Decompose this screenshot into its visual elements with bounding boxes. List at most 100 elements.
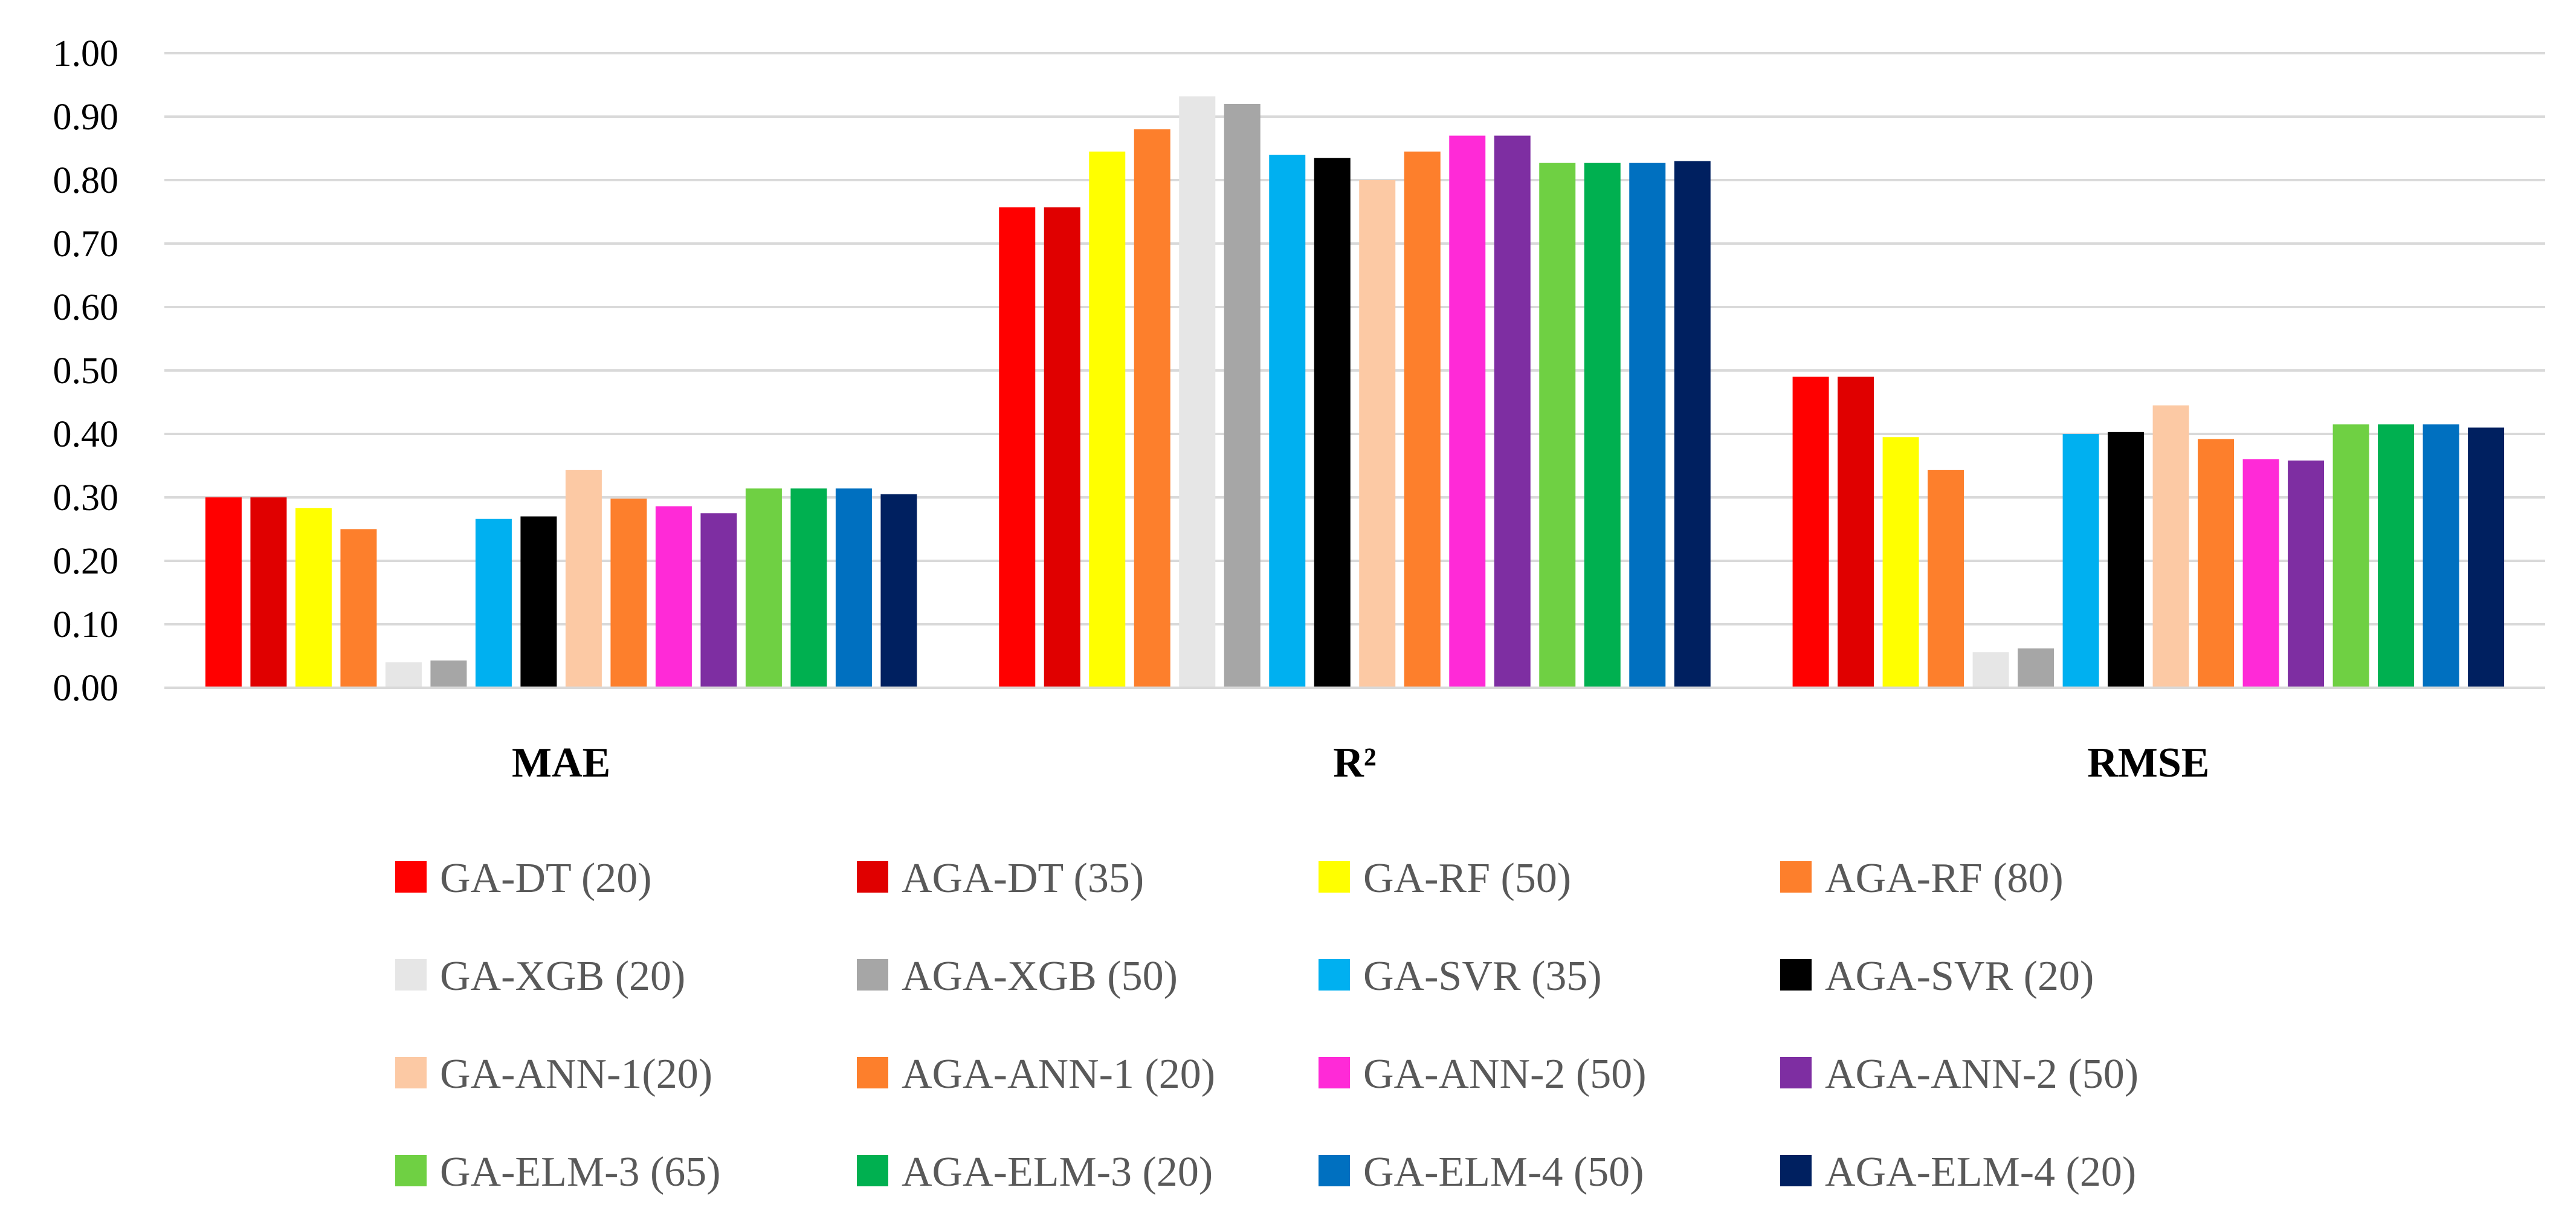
y-tick-label: 0.20 — [53, 541, 119, 582]
legend-item: AGA-DT (35) — [857, 855, 1144, 902]
bar-ga-elm-3-65-mae — [745, 488, 782, 688]
bar-ga-svr-35-mae — [475, 519, 512, 688]
bar-aga-svr-20-rmse — [2108, 431, 2145, 688]
bar-aga-svr-20-r — [1314, 158, 1351, 688]
bar-aga-xgb-50-rmse — [2018, 648, 2055, 688]
legend-swatch — [857, 959, 888, 991]
bar-ga-ann-2-50-rmse — [2242, 459, 2279, 688]
y-tick-label: 0.60 — [53, 287, 119, 328]
y-tick-label: 0.10 — [53, 604, 119, 645]
bar-ga-ann-1-20-r — [1359, 180, 1396, 688]
legend-item: AGA-SVR (20) — [1780, 953, 2094, 1000]
legend-swatch — [1780, 1057, 1812, 1088]
bar-ga-svr-35-r — [1269, 155, 1306, 688]
y-tick-label: 0.30 — [53, 477, 119, 519]
bar-ga-svr-35-rmse — [2062, 434, 2099, 688]
bar-ga-elm-4-50-mae — [835, 488, 872, 688]
bar-aga-rf-80-r — [1134, 129, 1170, 688]
bar-ga-elm-3-65-r — [1539, 163, 1576, 688]
bar-aga-ann-1-20-mae — [610, 499, 647, 688]
category-label: RMSE — [2087, 740, 2209, 786]
legend-swatch — [395, 1057, 427, 1088]
legend-label: AGA-RF (80) — [1825, 855, 2064, 902]
bar-aga-ann-1-20-r — [1404, 151, 1441, 688]
bar-aga-elm-3-20-r — [1584, 163, 1621, 688]
legend-item: GA-RF (50) — [1319, 855, 1571, 902]
legend-label: AGA-ELM-4 (20) — [1825, 1149, 2136, 1195]
legend-label: AGA-XGB (50) — [902, 953, 1178, 1000]
legend-swatch — [395, 959, 427, 991]
bar-aga-ann-1-20-rmse — [2198, 439, 2235, 688]
y-tick-label: 0.90 — [53, 97, 119, 138]
legend-swatch — [1319, 861, 1350, 893]
legend-label: GA-DT (20) — [440, 855, 652, 902]
legend-label: GA-RF (50) — [1363, 855, 1571, 902]
bar-aga-elm-4-20-mae — [880, 494, 917, 688]
bar-ga-elm-4-50-rmse — [2423, 424, 2459, 688]
bar-ga-xgb-20-mae — [385, 662, 422, 688]
legend-label: AGA-ANN-2 (50) — [1825, 1051, 2139, 1097]
bar-aga-svr-20-mae — [520, 516, 557, 688]
legend-item: GA-SVR (35) — [1319, 953, 1602, 1000]
category-label: MAE — [512, 740, 610, 786]
bar-ga-dt-20-mae — [205, 497, 242, 688]
legend-label: GA-ANN-1(20) — [440, 1051, 712, 1097]
bar-ga-ann-1-20-mae — [565, 470, 602, 688]
legend-swatch — [1319, 1155, 1350, 1186]
legend: GA-DT (20) AGA-DT (35) GA-RF (50) AGA-RF (8… — [395, 855, 2139, 1195]
legend-item: GA-ANN-2 (50) — [1319, 1051, 1647, 1097]
bar-aga-dt-35-mae — [250, 497, 287, 688]
bar-aga-ann-2-50-mae — [700, 513, 737, 688]
legend-item: AGA-RF (80) — [1780, 855, 2064, 902]
bar-aga-elm-3-20-mae — [790, 488, 827, 688]
legend-swatch — [1780, 1155, 1812, 1186]
legend-label: AGA-ANN-1 (20) — [902, 1051, 1215, 1097]
bar-aga-rf-80-mae — [340, 529, 377, 688]
legend-swatch — [1780, 861, 1812, 893]
bar-aga-elm-4-20-r — [1674, 161, 1711, 688]
bar-ga-xgb-20-rmse — [1972, 652, 2009, 688]
bar-aga-xgb-50-r — [1224, 104, 1261, 688]
legend-item: GA-XGB (20) — [395, 953, 685, 1000]
legend-label: GA-ELM-4 (50) — [1363, 1149, 1644, 1195]
gridlines — [164, 52, 2545, 625]
bar-aga-ann-2-50-r — [1494, 135, 1531, 688]
bar-ga-ann-2-50-r — [1449, 135, 1486, 688]
legend-label: GA-ELM-3 (65) — [440, 1149, 721, 1195]
legend-swatch — [857, 1155, 888, 1186]
bar-ga-xgb-20-r — [1179, 96, 1216, 688]
bar-ga-dt-20-r — [999, 207, 1036, 688]
bar-ga-elm-3-65-rmse — [2332, 424, 2369, 688]
legend-item: GA-DT (20) — [395, 855, 652, 902]
legend-item: AGA-ELM-3 (20) — [857, 1149, 1213, 1195]
legend-swatch — [395, 861, 427, 893]
legend-swatch — [1319, 1057, 1350, 1088]
legend-label: AGA-ELM-3 (20) — [902, 1149, 1213, 1195]
bar-aga-ann-2-50-rmse — [2288, 461, 2325, 688]
y-tick-label: 0.40 — [53, 414, 119, 455]
legend-label: GA-SVR (35) — [1363, 953, 1602, 1000]
bar-aga-dt-35-r — [1044, 207, 1080, 688]
legend-item: AGA-XGB (50) — [857, 953, 1178, 1000]
y-tick-label: 0.00 — [53, 668, 119, 709]
legend-label: AGA-SVR (20) — [1825, 953, 2094, 1000]
bars — [205, 96, 2505, 688]
category-labels: MAE R² RMSE — [512, 740, 2209, 786]
category-label: R² — [1333, 740, 1377, 786]
legend-label: AGA-DT (35) — [902, 855, 1144, 902]
legend-label: GA-XGB (20) — [440, 953, 685, 1000]
bar-aga-elm-3-20-rmse — [2378, 424, 2415, 688]
bar-aga-xgb-50-mae — [430, 660, 467, 688]
legend-item: GA-ELM-3 (65) — [395, 1149, 721, 1195]
bar-ga-dt-20-rmse — [1792, 377, 1829, 688]
legend-swatch — [857, 861, 888, 893]
legend-swatch — [857, 1057, 888, 1088]
bar-ga-rf-50-r — [1089, 151, 1126, 688]
bar-ga-rf-50-mae — [295, 508, 332, 688]
legend-item: GA-ANN-1(20) — [395, 1051, 712, 1097]
y-tick-label: 0.70 — [53, 224, 119, 265]
legend-swatch — [395, 1155, 427, 1186]
bar-aga-dt-35-rmse — [1838, 377, 1874, 688]
bar-ga-elm-4-50-r — [1629, 163, 1666, 688]
